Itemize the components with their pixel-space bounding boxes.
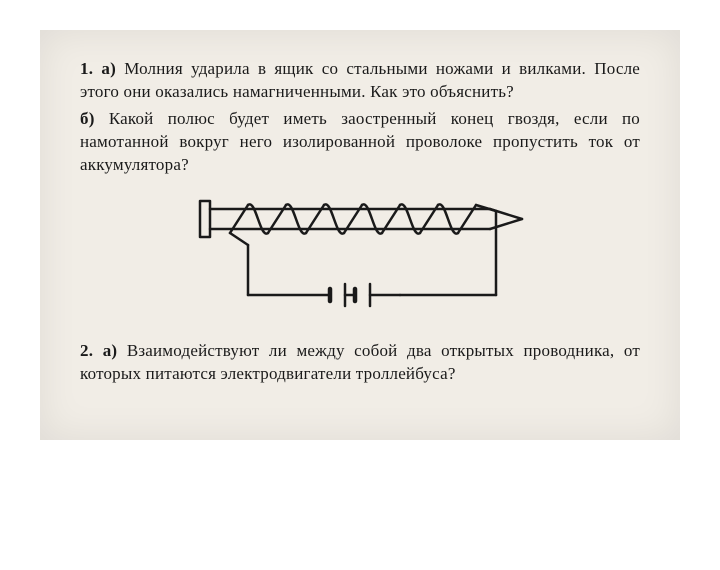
part-text: Молния ударила в ящик со стальными ножам… <box>80 59 640 101</box>
part-text: Взаимодействуют ли между собой два откры… <box>80 341 640 383</box>
problem-2: 2. а) Взаимодействуют ли между собой два… <box>80 340 640 386</box>
part-label: а) <box>103 341 118 360</box>
part-text: Какой полюс будет иметь заостренный коне… <box>80 109 640 174</box>
problem-1-part-b: б) Какой полюс будет иметь заостренный к… <box>80 108 640 177</box>
problem-2-part-a: 2. а) Взаимодействуют ли между собой два… <box>80 340 640 386</box>
problem-1-part-a: 1. а) Молния ударила в ящик со стальными… <box>80 58 640 104</box>
problem-1: 1. а) Молния ударила в ящик со стальными… <box>80 58 640 177</box>
coil-nail-figure <box>80 191 640 326</box>
problem-number: 2. <box>80 341 93 360</box>
problem-number: 1. <box>80 59 93 78</box>
part-label: б) <box>80 109 95 128</box>
coil-nail-svg <box>170 191 550 321</box>
part-label: а) <box>101 59 116 78</box>
page: 1. а) Молния ударила в ящик со стальными… <box>40 30 680 440</box>
